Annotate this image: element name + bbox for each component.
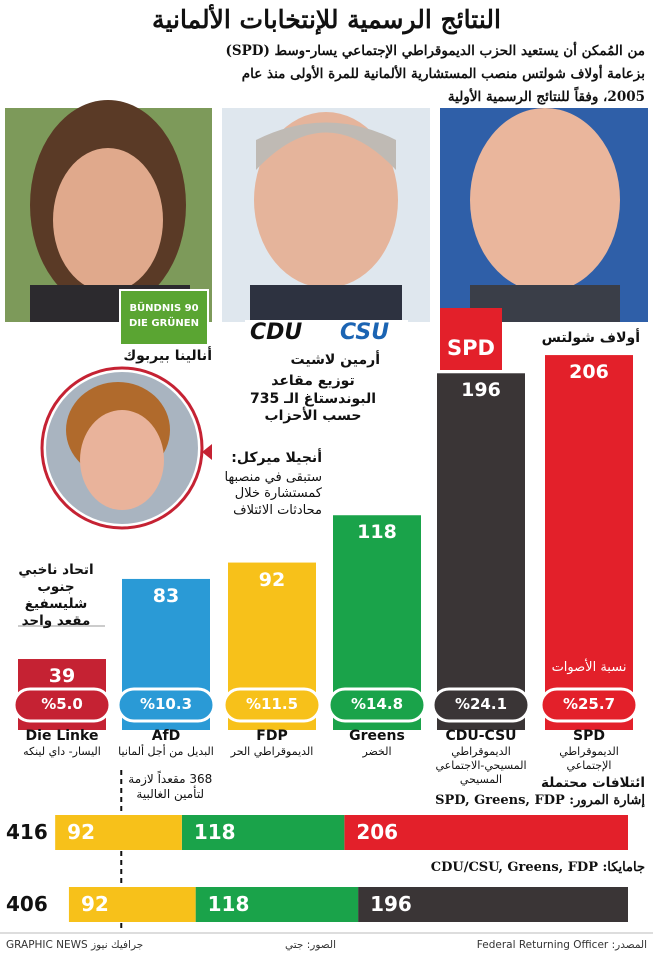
bar-value: 206: [569, 361, 609, 384]
bar: [545, 355, 633, 730]
greens-logo-text: BÜNDNIS 90: [129, 303, 199, 314]
cdu-logo-text: CDU: [250, 320, 303, 345]
party-name: SPD: [573, 728, 605, 744]
segment-value: 206: [356, 820, 399, 844]
vote-share-label: %14.8: [350, 695, 404, 713]
coalition-total: 416: [6, 820, 48, 844]
greens-logo: [119, 289, 209, 346]
photo-laschet: [222, 108, 430, 322]
photo-merkel: [40, 366, 212, 530]
party-name: AfD: [151, 728, 181, 744]
vote-share-label: %24.1: [454, 695, 508, 713]
party-name: CDU-CSU: [445, 728, 517, 744]
cdu-csu-logo: [245, 320, 408, 346]
csu-logo-text: CSU: [340, 320, 390, 345]
party-name: FDP: [256, 728, 288, 744]
coalitions-title: ائتلافات محتملة: [541, 775, 645, 791]
coalition-segment: [344, 815, 628, 850]
footer-brand: GRAPHIC NEWS جرافيك نيوز: [6, 939, 144, 951]
spd-logo-text: SPD: [447, 336, 495, 360]
photo-baerbock: [5, 100, 212, 322]
party-name: Greens: [349, 728, 405, 744]
segment-value: 118: [193, 820, 236, 844]
party-note: الديموقراطي الحر: [230, 745, 314, 758]
vote-share-label: %5.0: [41, 695, 83, 713]
footer-source: المصدر: Federal Returning Officer: [476, 939, 647, 951]
majority-label: 368 مقعداً لازمة لتأمين الغالبية: [128, 772, 213, 801]
bar-value: 196: [461, 379, 501, 402]
party-note: الديموقراطي الإجتماعي: [559, 745, 619, 772]
vote-share-pill: [116, 687, 216, 723]
vote-share-title: نسبة الأصوات: [551, 660, 627, 675]
party-name: Die Linke: [25, 728, 99, 744]
bar-value: 39: [48, 665, 76, 688]
merkel-note: ستبقى في منصبها كمستشارة خلال محادثات ال…: [224, 470, 323, 518]
coalition-segment: [195, 887, 359, 922]
subtitle-line: بزعامة أولاف شولتس منصب المستشارية الألم…: [241, 66, 645, 82]
coalition-total: 406: [6, 892, 48, 916]
vote-share-pill: [431, 687, 531, 723]
coalition-label: جامايكا: CDU/CSU, Greens, FDP: [430, 860, 645, 875]
subtitle-line: 2005، وفقاً للنتائج الرسمية الأولية: [447, 89, 645, 105]
party-note: البديل من أجل ألمانيا: [118, 745, 214, 758]
title: النتائج الرسمية للإنتخابات الألمانية: [152, 5, 501, 34]
person-name: أنالينا بيربوك: [123, 348, 212, 364]
segment-value: 92: [80, 892, 109, 916]
person-name: أنجيلا ميركل:: [231, 450, 322, 466]
segment-value: 92: [67, 820, 95, 844]
coalition-label: إشارة المرور: SPD, Greens, FDP: [435, 793, 645, 808]
vote-share-label: %10.3: [139, 695, 193, 713]
bar-value: 118: [357, 521, 397, 544]
spd-logo: [440, 308, 502, 370]
vote-share-pill: [222, 687, 322, 723]
segment-value: 196: [370, 892, 412, 916]
party-note: الديموقراطي المسيحي-الاجتماعي المسيحي: [435, 745, 527, 786]
chart-title: توزيع مقاعد البوندستاغ الـ 735 حسب الأحز…: [249, 373, 377, 424]
vote-share-pill: [327, 687, 427, 723]
bar-value: 92: [258, 568, 286, 591]
bar-value: 83: [152, 584, 180, 607]
vote-share-label: %11.5: [245, 695, 299, 713]
subtitle-line: من المُمكن أن يستعيد الحزب الديموقراطي ا…: [225, 43, 645, 59]
coalition-segment: [358, 887, 628, 922]
annotation: اتحاد ناخبي جنوب شليسفيغ مقعد واحد: [18, 562, 94, 629]
party-note: الخضر: [362, 745, 392, 758]
vote-share-pill: [539, 687, 639, 723]
photo-scholz: [440, 108, 648, 322]
vote-share-label: %25.7: [562, 695, 616, 713]
person-name: أولاف شولتس: [541, 330, 640, 346]
bar: [437, 373, 525, 730]
greens-logo-text: DIE GRÜNEN: [129, 318, 199, 329]
coalition-segment: [55, 815, 182, 850]
segment-value: 118: [207, 892, 250, 916]
party-note: اليسار- داي لينكه: [23, 745, 101, 758]
coalition-segment: [181, 815, 345, 850]
vote-share-pill: [12, 687, 112, 723]
coalition-segment: [68, 887, 196, 922]
footer-photos: الصور: جتي: [285, 939, 337, 951]
person-name: أرمين لاشيت: [290, 352, 380, 368]
